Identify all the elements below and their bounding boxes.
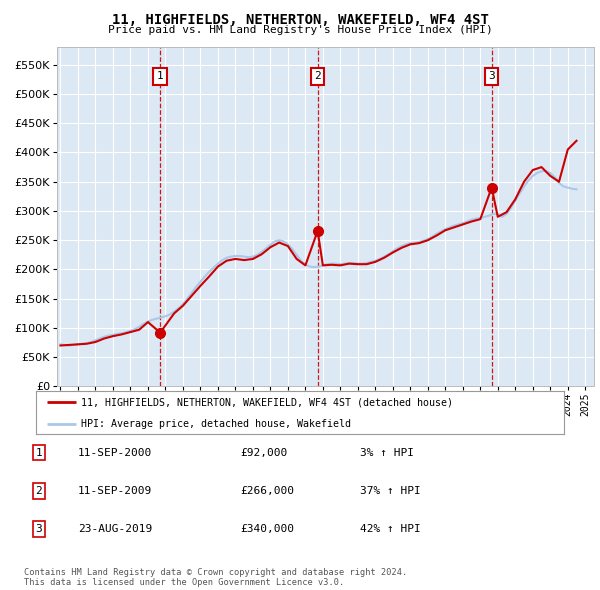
Text: £266,000: £266,000: [240, 486, 294, 496]
Text: 23-AUG-2019: 23-AUG-2019: [78, 525, 152, 534]
Text: HPI: Average price, detached house, Wakefield: HPI: Average price, detached house, Wake…: [81, 419, 351, 430]
Text: 3: 3: [488, 71, 495, 81]
Text: £92,000: £92,000: [240, 448, 287, 457]
Text: 11, HIGHFIELDS, NETHERTON, WAKEFIELD, WF4 4ST: 11, HIGHFIELDS, NETHERTON, WAKEFIELD, WF…: [112, 13, 488, 27]
Text: 1: 1: [157, 71, 164, 81]
Text: 1: 1: [35, 448, 43, 457]
Text: £340,000: £340,000: [240, 525, 294, 534]
Text: 2: 2: [35, 486, 43, 496]
Text: 2: 2: [314, 71, 321, 81]
Text: 37% ↑ HPI: 37% ↑ HPI: [360, 486, 421, 496]
Text: 3% ↑ HPI: 3% ↑ HPI: [360, 448, 414, 457]
Text: 11-SEP-2009: 11-SEP-2009: [78, 486, 152, 496]
Text: 3: 3: [35, 525, 43, 534]
Text: Price paid vs. HM Land Registry's House Price Index (HPI): Price paid vs. HM Land Registry's House …: [107, 25, 493, 35]
Text: 11, HIGHFIELDS, NETHERTON, WAKEFIELD, WF4 4ST (detached house): 11, HIGHFIELDS, NETHERTON, WAKEFIELD, WF…: [81, 397, 453, 407]
Text: Contains HM Land Registry data © Crown copyright and database right 2024.
This d: Contains HM Land Registry data © Crown c…: [24, 568, 407, 587]
Text: 42% ↑ HPI: 42% ↑ HPI: [360, 525, 421, 534]
Text: 11-SEP-2000: 11-SEP-2000: [78, 448, 152, 457]
